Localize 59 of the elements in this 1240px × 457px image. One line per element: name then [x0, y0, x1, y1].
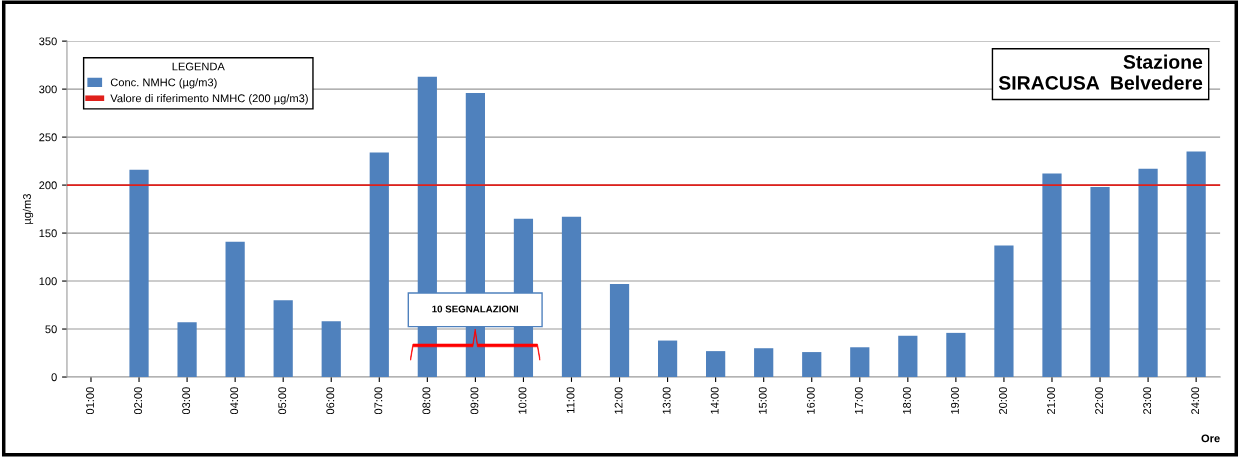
legend-label: Valore di riferimento NMHC (200 µg/m3)	[110, 94, 308, 105]
bar	[706, 351, 726, 378]
y-tick-label: 250	[39, 133, 57, 142]
bar	[273, 300, 293, 378]
x-tick-label: 15:00	[758, 387, 767, 414]
x-tick-label: 16:00	[806, 387, 815, 414]
bar	[994, 245, 1014, 378]
x-axis-title: Ore	[1201, 434, 1220, 443]
y-tick-label: 150	[39, 229, 57, 238]
bar	[1138, 168, 1158, 378]
annotation: 10 SEGNALAZIONI	[432, 305, 519, 313]
x-tick-label: 01:00	[86, 387, 94, 415]
bar	[657, 340, 678, 378]
bar	[850, 347, 870, 378]
y-tick-label: 350	[39, 37, 57, 46]
x-tick-label: 14:00	[710, 387, 719, 414]
x-tick-label: 19:00	[951, 387, 959, 414]
y-tick-label: 200	[39, 181, 57, 190]
bar	[802, 352, 822, 378]
y-tick-label: 0	[51, 373, 57, 382]
bar	[177, 322, 197, 378]
x-tick-label: 13:00	[662, 387, 671, 414]
x-tick-label: 12:00	[614, 387, 623, 414]
legend-label: Conc. NMHC (µg/m3)	[110, 78, 217, 89]
x-tick-label: 07:00	[374, 387, 383, 415]
x-tick-label: 23:00	[1143, 387, 1152, 414]
x-tick-label: 09:00	[470, 387, 479, 415]
x-tick-label: 04:00	[230, 387, 239, 415]
x-tick-label: 17:00	[854, 387, 863, 414]
x-tick-label: 02:00	[134, 387, 143, 415]
bar	[1042, 173, 1062, 378]
bar	[1090, 187, 1110, 378]
legend-title: LEGENDA	[172, 62, 225, 71]
y-tick-label: 100	[39, 277, 57, 286]
x-tick-label: 18:00	[902, 387, 911, 414]
y-axis-title: µg/m3	[22, 194, 34, 224]
x-tick-label: 24:00	[1191, 387, 1200, 414]
x-tick-label: 11:00	[566, 387, 575, 413]
x-tick-label: 20:00	[999, 387, 1007, 414]
bar	[898, 335, 918, 378]
bar	[609, 283, 630, 378]
bar	[754, 348, 774, 378]
x-tick-label: 05:00	[278, 387, 287, 415]
bar	[321, 321, 341, 378]
text: Stazione SIRACUSA Belvedere	[998, 54, 1203, 90]
bar	[561, 216, 582, 378]
x-tick-label: 03:00	[182, 387, 191, 415]
bar	[946, 332, 966, 378]
bar	[1186, 151, 1206, 378]
x-tick-label: 22:00	[1095, 387, 1104, 414]
x-tick-label: 10:00	[518, 387, 527, 414]
x-tick-label: 21:00	[1047, 387, 1055, 414]
bar	[225, 241, 245, 378]
y-tick-label: 300	[39, 85, 57, 94]
x-tick-label: 08:00	[422, 387, 431, 415]
y-tick-label: 50	[45, 325, 57, 334]
x-tick-label: 06:00	[326, 387, 335, 415]
bar	[129, 169, 149, 378]
bar	[369, 152, 389, 378]
